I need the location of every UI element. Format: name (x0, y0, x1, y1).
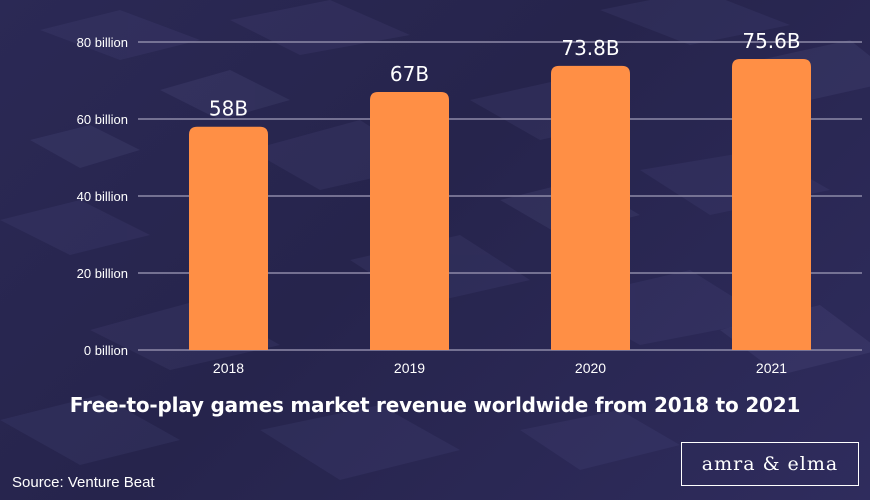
y-tick-label: 0 billion (84, 343, 128, 358)
bar (189, 126, 268, 350)
bar (370, 92, 449, 351)
data-labels: 58B 67B 73.8B 75.6B (209, 29, 801, 121)
x-tick-label: 2021 (756, 360, 787, 376)
bar (551, 65, 630, 351)
bar (732, 58, 811, 350)
y-tick-label: 20 billion (77, 266, 128, 281)
x-axis-ticks: 2018 2019 2020 2021 (213, 360, 787, 376)
data-label: 75.6B (742, 29, 800, 53)
x-tick-label: 2020 (575, 360, 606, 376)
y-tick-label: 60 billion (77, 112, 128, 127)
y-tick-label: 80 billion (77, 35, 128, 50)
chart-title: Free-to-play games market revenue worldw… (69, 393, 801, 417)
data-label: 67B (390, 62, 429, 86)
x-tick-label: 2019 (394, 360, 425, 376)
brand-logo: amra & elma (681, 442, 859, 486)
data-label: 73.8B (561, 36, 619, 60)
x-tick-label: 2018 (213, 360, 244, 376)
bars (189, 58, 811, 351)
y-tick-label: 40 billion (77, 189, 128, 204)
data-label: 58B (209, 97, 248, 121)
source-note: Source: Venture Beat (12, 474, 155, 491)
y-axis-ticks: 0 billion 20 billion 40 billion 60 billion 8… (77, 35, 128, 358)
